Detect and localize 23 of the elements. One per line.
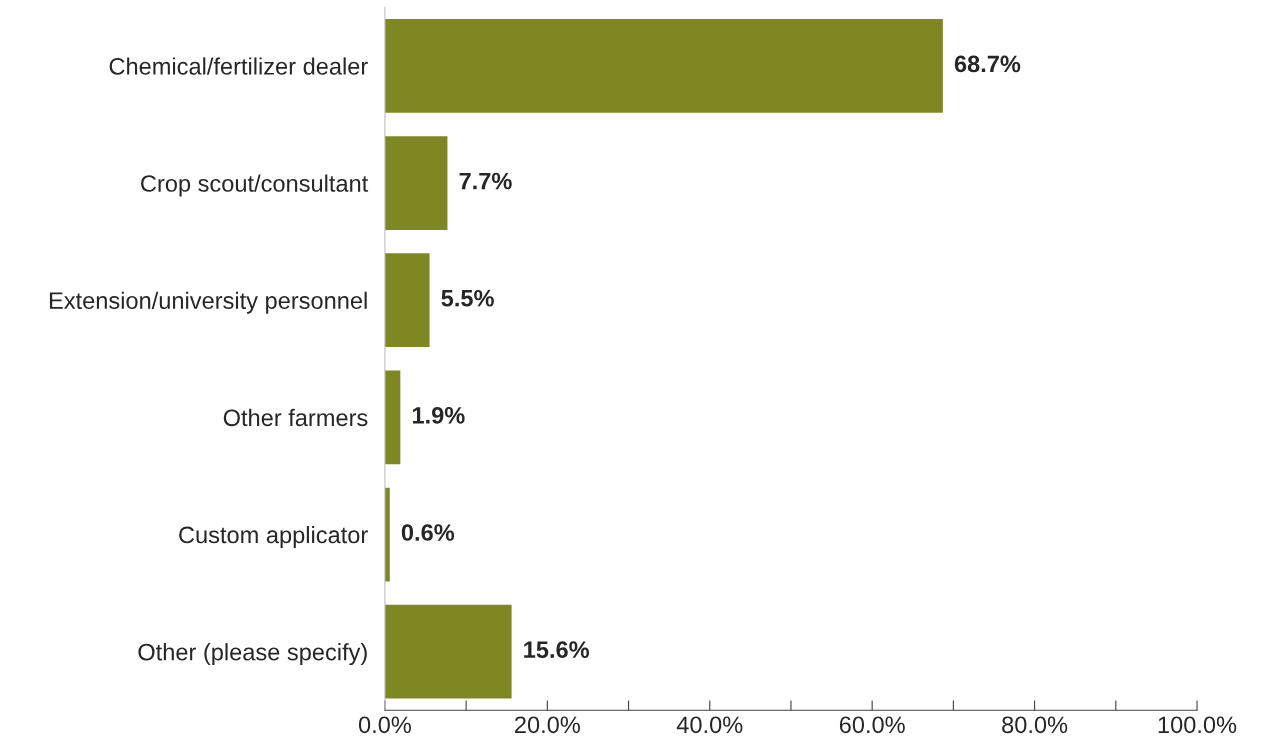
bar (384, 19, 943, 113)
y-tick-label: Other (please specify) (138, 643, 367, 666)
data-label: 15.6% (524, 641, 590, 658)
y-tick-label: Crop scout/consultant (141, 174, 369, 197)
x-tick-label: 80.0% (1002, 716, 1068, 734)
y-tick-label: Other farmers (223, 408, 368, 427)
x-tick-label: 0.0% (358, 716, 411, 734)
data-label: 68.7% (954, 55, 1021, 73)
y-tick-label: Chemical/fertilizer dealer (109, 57, 368, 75)
data-label: 1.9% (412, 406, 465, 424)
x-tick-label: 60.0% (839, 716, 905, 734)
y-tick-label: Custom applicator (179, 525, 368, 548)
data-label: 0.6% (401, 524, 455, 541)
bar (384, 370, 401, 465)
y-tick-label: Extension/university personnel (49, 291, 367, 314)
x-tick-label: 40.0% (676, 716, 743, 734)
x-tick-label: 100.0% (1158, 716, 1237, 734)
bar (384, 253, 430, 348)
data-label: 7.7% (459, 172, 512, 190)
x-tick-label: 20.0% (515, 716, 580, 734)
data-label: 5.5% (441, 289, 494, 307)
bar (384, 604, 512, 699)
bar (384, 136, 448, 230)
